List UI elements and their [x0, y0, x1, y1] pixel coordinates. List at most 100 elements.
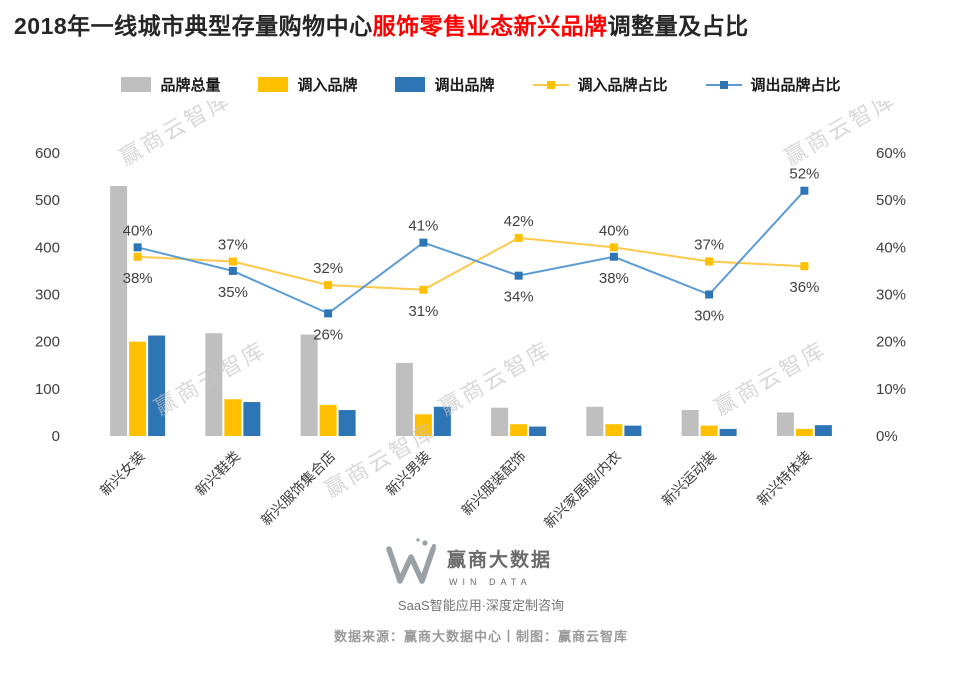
bar-out [814, 425, 832, 436]
marker-out_pct [705, 290, 714, 299]
left-axis-tick-300: 300 [35, 287, 60, 304]
bar-in [700, 425, 718, 436]
chart-legend: 品牌总量 调入品牌 调出品牌 调入品牌占比 调出品牌占比 [0, 74, 962, 95]
legend-label: 品牌总量 [160, 77, 221, 94]
marker-in_pct [324, 281, 333, 290]
brand-name-cn: 赢商大数据 [447, 548, 552, 571]
watermark-text: 赢商云智库 [710, 336, 831, 420]
brand-name-en: WIN DATA [449, 577, 532, 587]
watermark-text: 赢商云智库 [115, 101, 236, 170]
logo-w-glyph [386, 546, 436, 584]
pct-label-in_pct: 42% [504, 213, 534, 230]
pct-label-out_pct: 52% [789, 166, 819, 183]
category-label: 新兴运动装 [658, 448, 719, 509]
right-axis-tick-0: 0% [876, 428, 898, 445]
pct-label-in_pct: 40% [599, 222, 629, 239]
logo-dot-icon [422, 540, 428, 546]
right-axis-tick-60: 60% [876, 145, 906, 162]
left-axis-tick-200: 200 [35, 334, 60, 351]
marker-out_pct [228, 266, 237, 275]
line-in_pct [137, 236, 805, 291]
legend-line-swatch [532, 80, 569, 89]
pct-label-out_pct: 30% [694, 308, 724, 325]
bar-total [395, 362, 413, 436]
title-suffix: 调整量及占比 [607, 13, 749, 39]
pct-label-in_pct: 36% [789, 279, 819, 296]
right-axis-tick-50: 50% [876, 192, 906, 209]
win-data-logo: 赢商大数据 WIN DATA [386, 538, 552, 587]
category-label: 新兴女装 [97, 448, 148, 499]
bar-total [300, 334, 318, 436]
right-axis-tick-20: 20% [876, 334, 906, 351]
pct-label-in_pct: 38% [123, 270, 153, 287]
category-label: 新兴家居服/内衣 [541, 448, 624, 531]
marker-in_pct [705, 257, 714, 266]
marker-out_pct [419, 238, 428, 247]
pct-label-in_pct: 37% [218, 236, 248, 253]
footer-tagline: SaaS智能应用·深度定制咨询 [397, 598, 565, 613]
marker-in_pct [609, 243, 618, 252]
bar-total [681, 410, 699, 436]
legend-line-swatch [705, 80, 742, 89]
bar-out [338, 410, 356, 436]
bar-in [224, 399, 242, 436]
bar-out [243, 402, 261, 436]
legend-label: 调出品牌 [434, 77, 495, 94]
legend-label: 调入品牌 [297, 77, 358, 94]
category-label: 新兴特体装 [754, 448, 815, 509]
pct-label-out_pct: 41% [408, 218, 438, 235]
marker-out_pct [800, 186, 809, 195]
bar-total [205, 333, 223, 436]
pct-label-in_pct: 37% [694, 236, 724, 253]
left-axis-tick-0: 0 [52, 428, 60, 445]
pct-label-out_pct: 34% [504, 289, 534, 306]
legend-label: 调入品牌占比 [577, 77, 668, 94]
bar-out [624, 425, 642, 436]
pct-label-in_pct: 31% [408, 303, 438, 320]
legend-item-1: 品牌总量 [121, 74, 220, 95]
footer-source-line: 数据来源：赢商大数据中心丨制图：赢商云智库 [333, 629, 628, 644]
legend-bar-swatch [258, 77, 289, 92]
legend-line-marker [546, 80, 555, 89]
category-label: 新兴服装配饰 [458, 448, 529, 519]
marker-out_pct [514, 271, 523, 280]
bar-out [719, 428, 737, 436]
bar-total [776, 412, 794, 436]
bar-in [129, 341, 147, 436]
bar-out [433, 406, 451, 436]
marker-out_pct [133, 243, 142, 252]
legend-item-4: 调入品牌占比 [532, 74, 668, 95]
left-axis-tick-400: 400 [35, 239, 60, 256]
title-prefix: 2018年一线城市典型存量购物中心 [14, 13, 373, 39]
chart-title: 2018年一线城市典型存量购物中心服饰零售业态新兴品牌调整量及占比 [0, 0, 962, 40]
left-axis-tick-600: 600 [35, 145, 60, 162]
marker-in_pct [800, 262, 809, 271]
bar-total [586, 406, 604, 436]
right-axis-tick-10: 10% [876, 381, 906, 398]
marker-in_pct [514, 233, 523, 242]
title-highlight: 服饰零售业态新兴品牌 [372, 13, 608, 39]
combo-chart: 600 500 400 300 200 100 0 60% 50% 40% 30% 20% 10% 0% 赢… [35, 101, 906, 531]
pct-label-out_pct: 35% [218, 284, 248, 301]
marker-in_pct [419, 285, 428, 294]
bar-in [795, 428, 813, 436]
marker-out_pct [324, 309, 333, 318]
pct-label-out_pct: 26% [313, 326, 343, 343]
marker-in_pct [133, 252, 142, 261]
left-axis-tick-100: 100 [35, 381, 60, 398]
legend-item-2: 调入品牌 [258, 74, 357, 95]
marker-in_pct [228, 257, 237, 266]
chart-area: 600 500 400 300 200 100 0 60% 50% 40% 30% 20% 10% 0% 赢… [0, 95, 962, 561]
bar-in [510, 424, 528, 436]
logo-dot-icon [416, 538, 420, 542]
pct-label-in_pct: 32% [313, 260, 343, 277]
legend-label: 调出品牌占比 [750, 77, 841, 94]
bar-in [414, 414, 432, 436]
pct-label-out_pct: 38% [599, 270, 629, 287]
pct-label-out_pct: 40% [123, 222, 153, 239]
right-axis-tick-30: 30% [876, 287, 906, 304]
legend-line-marker [719, 80, 728, 89]
left-axis-tick-500: 500 [35, 192, 60, 209]
marker-out_pct [609, 252, 618, 261]
